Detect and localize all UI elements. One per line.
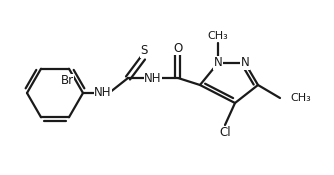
Text: O: O [173, 41, 183, 54]
Text: NH: NH [144, 72, 162, 85]
Text: CH₃: CH₃ [208, 31, 228, 41]
Text: S: S [140, 44, 148, 58]
Text: NH: NH [94, 86, 112, 100]
Text: Cl: Cl [219, 127, 231, 139]
Text: CH₃: CH₃ [290, 93, 311, 103]
Text: N: N [240, 57, 249, 69]
Text: N: N [214, 57, 222, 69]
Text: Br: Br [60, 74, 73, 87]
